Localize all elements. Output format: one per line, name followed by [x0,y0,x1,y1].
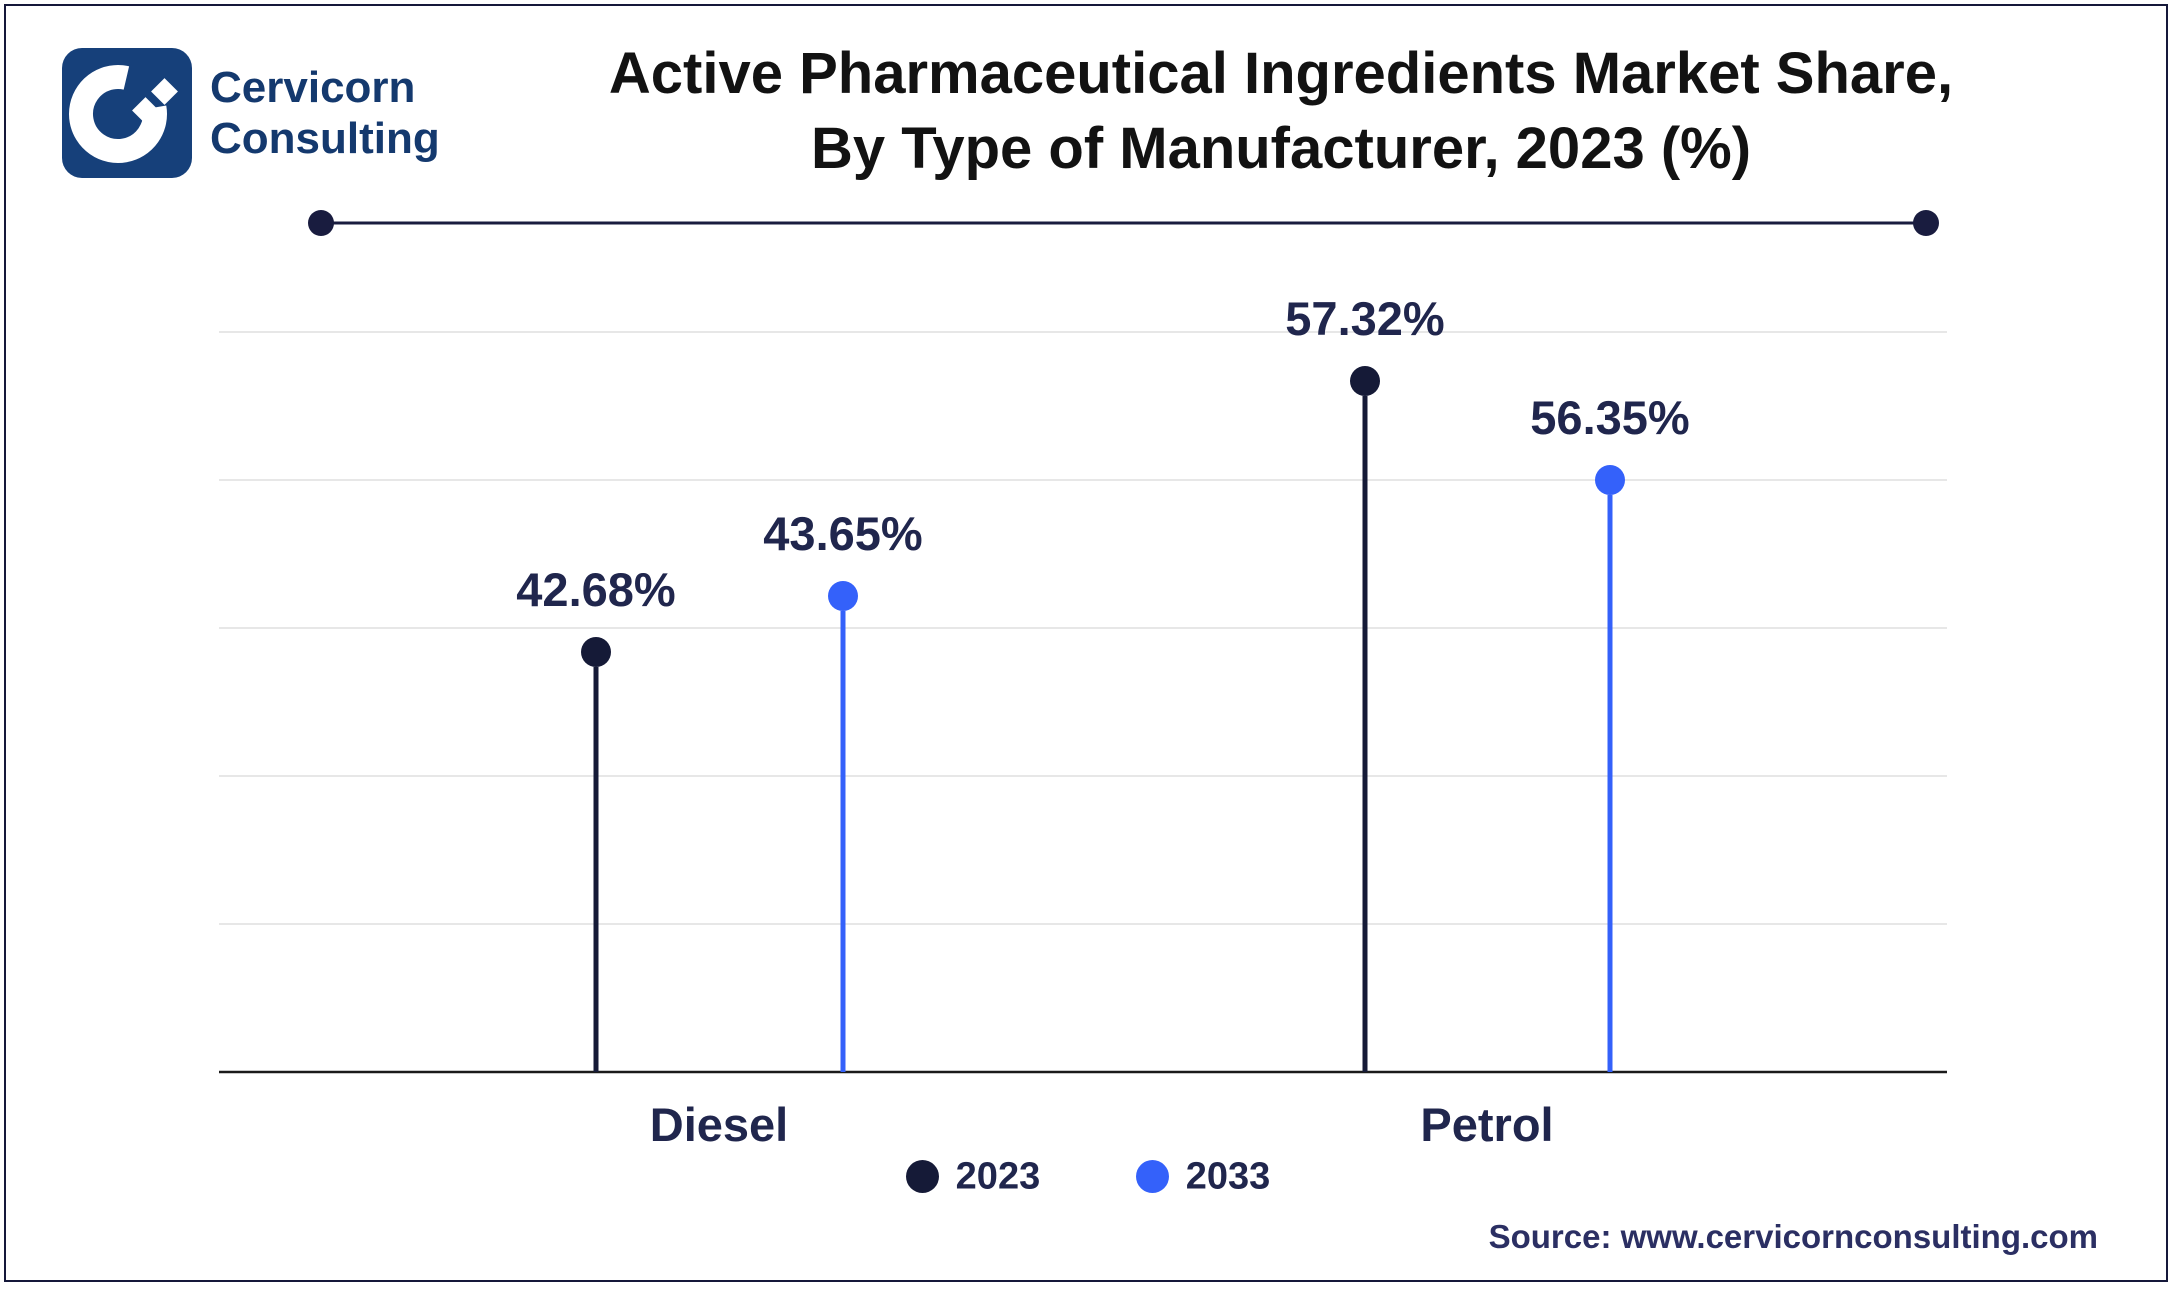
svg-text:Diesel: Diesel [650,1098,788,1151]
svg-text:43.65%: 43.65% [763,507,922,560]
svg-text:56.35%: 56.35% [1530,391,1689,444]
svg-text:42.68%: 42.68% [516,563,675,616]
svg-text:57.32%: 57.32% [1285,292,1444,345]
svg-text:Petrol: Petrol [1420,1098,1553,1151]
